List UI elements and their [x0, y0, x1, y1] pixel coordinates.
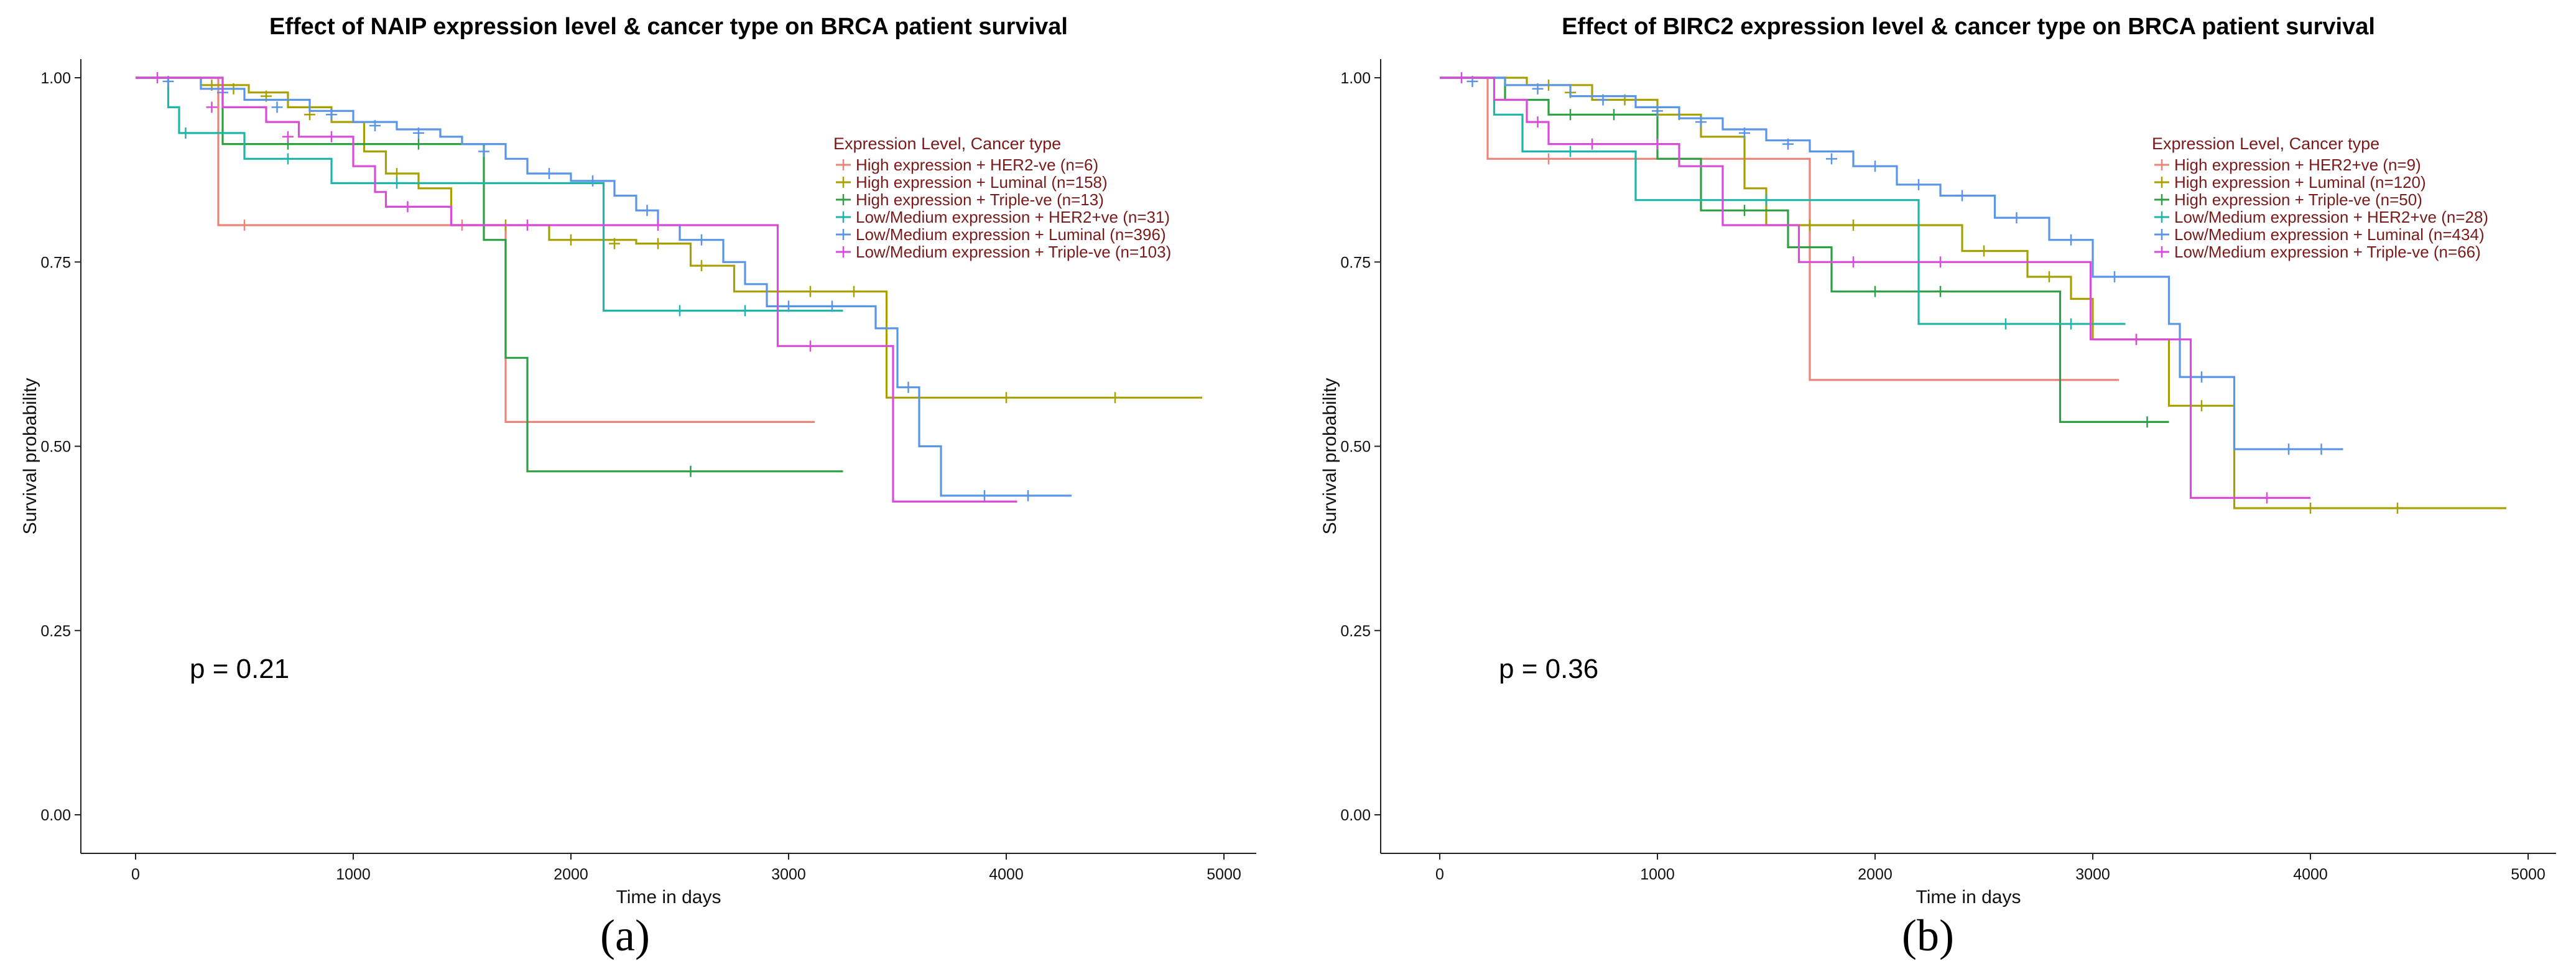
legend-title: Expression Level, Cancer type — [2152, 134, 2379, 153]
legend-entry: High expression + HER2+ve (n=9) — [2174, 155, 2421, 174]
x-tick-label: 3000 — [2075, 866, 2110, 883]
y-tick-label: 1.00 — [1340, 70, 1371, 87]
series-5 — [1440, 75, 2343, 455]
series-3 — [136, 77, 843, 477]
p-value: p = 0.36 — [1499, 654, 1598, 684]
x-tick-label: 0 — [131, 866, 140, 883]
legend-entry: High expression + Triple-ve (n=13) — [856, 190, 1104, 209]
legend-entry: Low/Medium expression + Triple-ve (n=103… — [856, 243, 1171, 261]
y-tick-label: 0.75 — [1340, 254, 1371, 271]
x-tick-label: 4000 — [989, 866, 1024, 883]
series-1 — [1440, 77, 2119, 381]
survival-curve — [136, 77, 843, 473]
x-tick-label: 2000 — [1858, 866, 1893, 883]
chart-title: Effect of NAIP expression level & cancer… — [269, 14, 1068, 40]
legend: Expression Level, Cancer type High expres… — [2152, 134, 2488, 261]
x-tick-label: 3000 — [771, 866, 806, 883]
survival-curve — [1440, 77, 2343, 450]
series-4 — [1440, 77, 2126, 330]
x-tick-label: 4000 — [2293, 866, 2328, 883]
legend-entry: High expression + Luminal (n=120) — [2174, 173, 2426, 192]
survival-panel-b: Effect of BIRC2 expression level & cance… — [1320, 14, 2556, 960]
legend-entry: Low/Medium expression + HER2+ve (n=28) — [2174, 208, 2488, 226]
y-tick-label: 0.75 — [40, 254, 71, 271]
series-1 — [136, 77, 815, 423]
survival-curve — [136, 77, 843, 312]
survival-curve — [1440, 77, 2310, 499]
y-tick-label: 0.00 — [40, 807, 71, 824]
survival-curve — [1440, 77, 2126, 325]
survival-curve — [136, 77, 1072, 497]
y-tick-label: 0.50 — [1340, 438, 1371, 456]
survival-curve — [136, 77, 815, 423]
legend-entry: High expression + HER2-ve (n=6) — [856, 155, 1098, 174]
legend-entry: High expression + Luminal (n=158) — [856, 173, 1108, 192]
survival-panel-a: Effect of NAIP expression level & cancer… — [20, 14, 1256, 960]
x-tick-label: 2000 — [554, 866, 588, 883]
y-tick-label: 0.25 — [1340, 623, 1371, 640]
series-5 — [136, 75, 1072, 501]
series-3 — [1440, 77, 2169, 428]
x-axis-label: Time in days — [616, 887, 721, 907]
y-axis-label: Survival probability — [20, 378, 40, 535]
x-tick-label: 1000 — [1640, 866, 1675, 883]
chart-title: Effect of BIRC2 expression level & cance… — [1562, 14, 2375, 40]
y-tick-label: 0.50 — [40, 438, 71, 456]
legend-entry: Low/Medium expression + Triple-ve (n=66) — [2174, 243, 2481, 261]
y-tick-label: 0.00 — [1340, 807, 1371, 824]
legend-entry: Low/Medium expression + HER2+ve (n=31) — [856, 208, 1170, 226]
survival-curve — [1440, 77, 2119, 381]
x-axis-label: Time in days — [1916, 887, 2021, 907]
p-value: p = 0.21 — [190, 654, 289, 684]
series-4 — [136, 77, 843, 317]
panel-label: (b) — [1902, 911, 1954, 960]
x-tick-label: 5000 — [1207, 866, 1241, 883]
x-tick-label: 1000 — [336, 866, 371, 883]
legend: Expression Level, Cancer type High expres… — [833, 134, 1171, 261]
legend-entry: High expression + Triple-ve (n=50) — [2174, 190, 2422, 209]
x-tick-label: 0 — [1435, 866, 1444, 883]
legend-title: Expression Level, Cancer type — [833, 134, 1061, 153]
y-axis-label: Survival probability — [1320, 378, 1340, 535]
y-tick-label: 1.00 — [40, 70, 71, 87]
series-6 — [136, 72, 1017, 503]
legend-entry: Low/Medium expression + Luminal (n=434) — [2174, 225, 2485, 244]
panel-label: (a) — [600, 911, 650, 960]
survival-curve — [136, 77, 1017, 503]
legend-entry: Low/Medium expression + Luminal (n=396) — [856, 225, 1166, 244]
series-6 — [1440, 72, 2310, 504]
survival-curve — [1440, 77, 2169, 423]
y-tick-label: 0.25 — [40, 623, 71, 640]
x-tick-label: 5000 — [2511, 866, 2546, 883]
